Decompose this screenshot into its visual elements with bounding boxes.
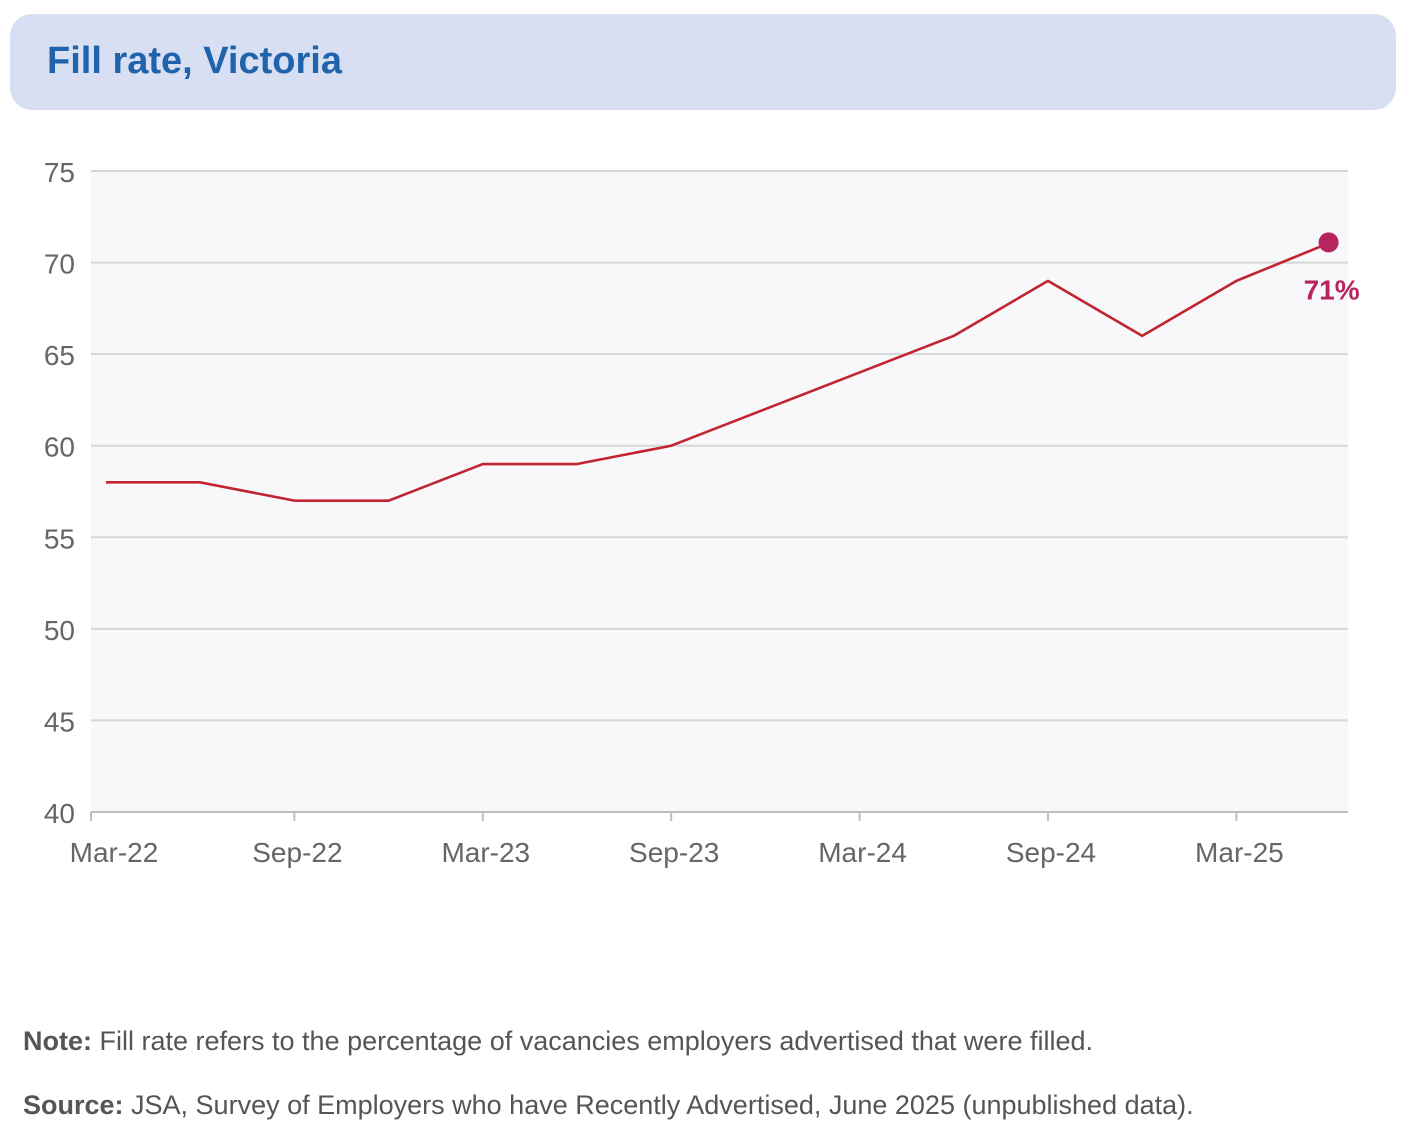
y-tick-label: 50 — [44, 615, 75, 646]
chart-title: Fill rate, Victoria — [47, 40, 342, 82]
line-chart: 40 45 50 55 60 65 70 75 Mar-22 Sep-22 Mar-23 Sep-23… — [44, 157, 1360, 868]
plot-area — [91, 171, 1348, 812]
data-point — [1141, 335, 1143, 337]
data-point — [482, 463, 484, 465]
end-marker — [1318, 232, 1339, 253]
x-tick-label: Sep-23 — [629, 837, 719, 868]
note-text: Fill rate refers to the percentage of va… — [92, 1026, 1094, 1056]
x-tick-label: Sep-22 — [252, 837, 342, 868]
data-point — [1235, 280, 1237, 282]
note-line: Note: Fill rate refers to the percentage… — [23, 1026, 1403, 1057]
series-line — [106, 241, 1332, 502]
y-tick-label: 65 — [44, 340, 75, 371]
y-tick-label: 75 — [44, 157, 75, 188]
y-tick-label: 60 — [44, 432, 75, 463]
y-tick-label: 55 — [44, 523, 75, 554]
data-point — [576, 463, 578, 465]
source-text: JSA, Survey of Employers who have Recent… — [123, 1090, 1194, 1120]
y-tick-label: 40 — [44, 798, 75, 829]
data-point — [859, 371, 861, 373]
x-tick-label: Mar-24 — [818, 837, 907, 868]
data-point — [670, 445, 672, 447]
x-tick-label: Mar-23 — [441, 837, 530, 868]
x-tick-label: Mar-22 — [70, 837, 159, 868]
note-label: Note: — [23, 1026, 92, 1056]
source-line: Source: JSA, Survey of Employers who hav… — [23, 1090, 1403, 1121]
y-tick-label: 45 — [44, 706, 75, 737]
x-tick-label: Mar-25 — [1195, 837, 1284, 868]
data-point — [388, 500, 390, 502]
data-point — [953, 335, 955, 337]
source-label: Source: — [23, 1090, 124, 1120]
y-tick-label: 70 — [44, 249, 75, 280]
data-point — [199, 481, 201, 483]
end-value-label: 71% — [1304, 274, 1360, 305]
data-point — [105, 481, 107, 483]
chart-header: Fill rate, Victoria — [10, 14, 1396, 110]
data-point — [764, 408, 766, 410]
x-tick-label: Sep-24 — [1006, 837, 1096, 868]
data-point — [293, 500, 295, 502]
data-point — [1047, 280, 1049, 282]
